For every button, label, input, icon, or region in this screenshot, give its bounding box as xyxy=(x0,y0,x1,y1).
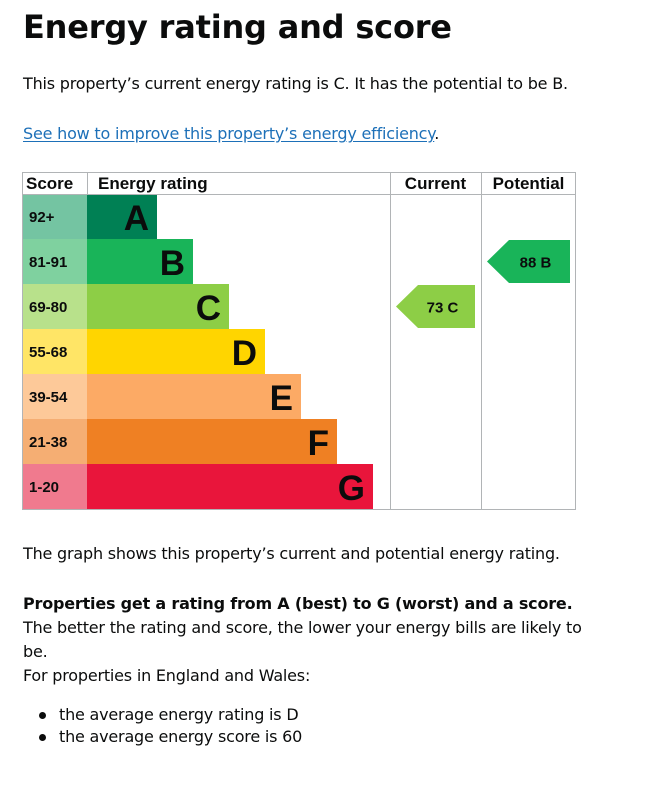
score-label: 1-20 xyxy=(29,479,59,496)
rating-bar-f xyxy=(87,419,337,464)
score-cell xyxy=(22,374,87,419)
current-rating-label: 73 C xyxy=(427,300,459,317)
rating-bar-e xyxy=(87,374,301,419)
score-cell xyxy=(22,329,87,374)
england-wales-text: For properties in England and Wales: xyxy=(23,666,311,685)
list-item: the average energy score is 60 xyxy=(23,726,302,748)
intro-text: This property’s current energy rating is… xyxy=(23,74,568,93)
score-cell xyxy=(22,284,87,329)
improve-link-suffix: . xyxy=(434,124,440,143)
score-cell xyxy=(22,239,87,284)
rating-bar-c xyxy=(87,284,229,329)
rating-letter: D xyxy=(232,334,257,373)
list-item: the average energy rating is D xyxy=(23,704,302,726)
rating-letter: G xyxy=(338,469,365,508)
bullet-dot xyxy=(39,734,46,741)
chart-border xyxy=(22,172,576,510)
score-cell xyxy=(22,194,87,239)
score-label: 81-91 xyxy=(29,254,67,271)
bullet-dot xyxy=(39,712,46,719)
improve-paragraph: See how to improve this property’s energ… xyxy=(23,122,439,146)
potential-rating-arrow xyxy=(487,240,570,283)
score-label: 92+ xyxy=(29,209,55,226)
rating-letter: F xyxy=(308,424,329,463)
score-label: 39-54 xyxy=(29,389,68,406)
score-label: 55-68 xyxy=(29,344,67,361)
graph-note: The graph shows this property’s current … xyxy=(23,544,560,563)
rating-bar-d xyxy=(87,329,265,374)
score-cell xyxy=(22,464,87,509)
rating-bar-a xyxy=(87,194,157,239)
column-header-current: Current xyxy=(405,174,467,193)
bullet-text: the average energy score is 60 xyxy=(59,727,303,746)
score-label: 21-38 xyxy=(29,434,67,451)
score-label: 69-80 xyxy=(29,299,67,316)
column-header-score: Score xyxy=(26,174,73,193)
column-header-potential: Potential xyxy=(493,174,565,193)
improve-efficiency-link[interactable]: See how to improve this property’s energ… xyxy=(23,124,435,143)
page-title: Energy rating and score xyxy=(23,8,452,46)
rating-bar-b xyxy=(87,239,193,284)
energy-rating-chart: Score Energy rating Current Potential 92+ A 81… xyxy=(22,172,576,510)
rating-explanation-bold: Properties get a rating from A (best) to… xyxy=(23,594,573,613)
potential-rating-label: 88 B xyxy=(520,255,552,272)
energy-rating-svg: Score Energy rating Current Potential 92+ A 81… xyxy=(22,172,576,510)
rating-letter: C xyxy=(196,289,221,328)
column-header-energy-rating: Energy rating xyxy=(98,174,208,193)
rating-bar-g xyxy=(87,464,373,509)
score-cell xyxy=(22,419,87,464)
averages-list: the average energy rating is D the avera… xyxy=(23,704,302,748)
rating-letter: E xyxy=(270,379,293,418)
rating-letter: B xyxy=(160,244,185,283)
current-rating-arrow xyxy=(396,285,475,328)
bullet-text: the average energy rating is D xyxy=(59,705,299,724)
rating-explanation: Properties get a rating from A (best) to… xyxy=(23,592,603,664)
rating-letter: A xyxy=(124,199,149,238)
rating-explanation-rest: The better the rating and score, the low… xyxy=(23,618,582,661)
